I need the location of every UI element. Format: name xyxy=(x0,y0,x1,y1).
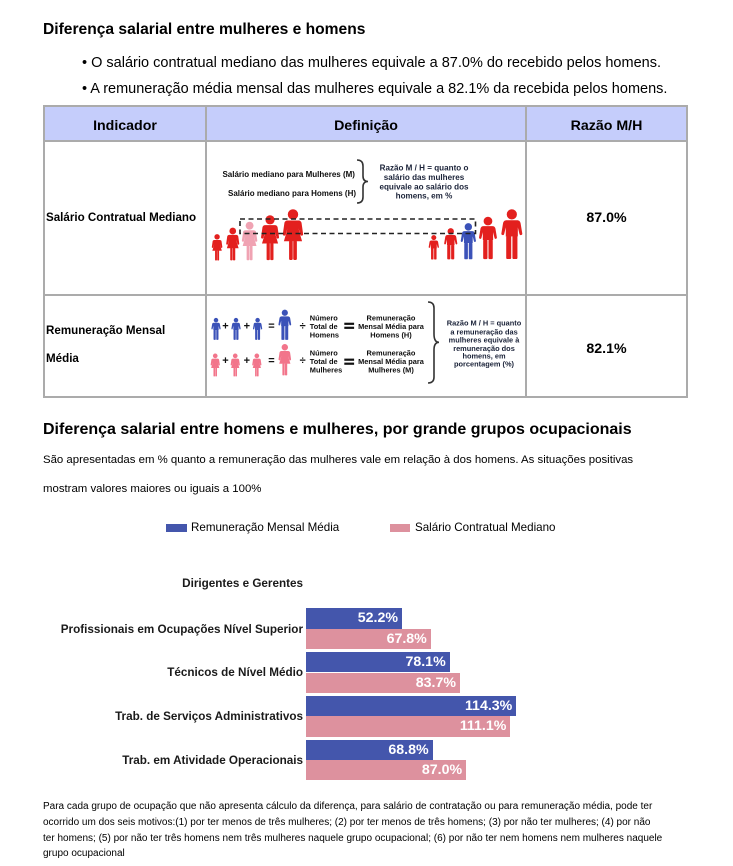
svg-text:+: + xyxy=(244,320,250,332)
svg-text:Homens: Homens xyxy=(310,331,339,340)
svg-text:Razão M / H = quanto o: Razão M / H = quanto o xyxy=(380,163,469,172)
svg-text:Remuneração: Remuneração xyxy=(367,314,416,323)
svg-text:+: + xyxy=(244,355,250,367)
svg-text:=: = xyxy=(268,320,274,332)
svg-text:Salário mediano para Homens (H: Salário mediano para Homens (H) xyxy=(228,189,356,198)
svg-text:+: + xyxy=(222,320,228,332)
svg-text:Número: Número xyxy=(310,349,338,358)
svg-text:Mulheres (M): Mulheres (M) xyxy=(368,366,414,375)
svg-text:homens, em %: homens, em % xyxy=(396,192,453,201)
svg-text:Mensal Média para: Mensal Média para xyxy=(358,357,425,366)
svg-text:a remuneração das: a remuneração das xyxy=(450,327,517,336)
svg-text:Número: Número xyxy=(310,314,338,323)
svg-text:remuneração dos: remuneração dos xyxy=(453,344,515,353)
svg-text:÷: ÷ xyxy=(300,355,306,367)
svg-text:mulheres equivale à: mulheres equivale à xyxy=(449,336,521,345)
svg-text:homens, em: homens, em xyxy=(462,352,506,361)
svg-text:Razão M / H = quanto: Razão M / H = quanto xyxy=(447,319,522,328)
svg-text:Mulheres: Mulheres xyxy=(310,366,342,375)
svg-text:porcentagem (%): porcentagem (%) xyxy=(454,360,514,369)
svg-text:+: + xyxy=(222,355,228,367)
svg-text:salário das mulheres: salário das mulheres xyxy=(384,173,465,182)
svg-text:÷: ÷ xyxy=(300,320,306,332)
svg-text:equivale ao salário dos: equivale ao salário dos xyxy=(379,183,469,192)
svg-text:Remuneração: Remuneração xyxy=(367,349,416,358)
svg-text:Mensal Média para: Mensal Média para xyxy=(358,322,425,331)
svg-text:Total de: Total de xyxy=(310,322,338,331)
svg-text:Total de: Total de xyxy=(310,357,338,366)
svg-text:Homens (H): Homens (H) xyxy=(370,331,412,340)
svg-text:=: = xyxy=(268,355,274,367)
svg-text:Salário mediano para Mulheres: Salário mediano para Mulheres (M) xyxy=(222,170,355,179)
